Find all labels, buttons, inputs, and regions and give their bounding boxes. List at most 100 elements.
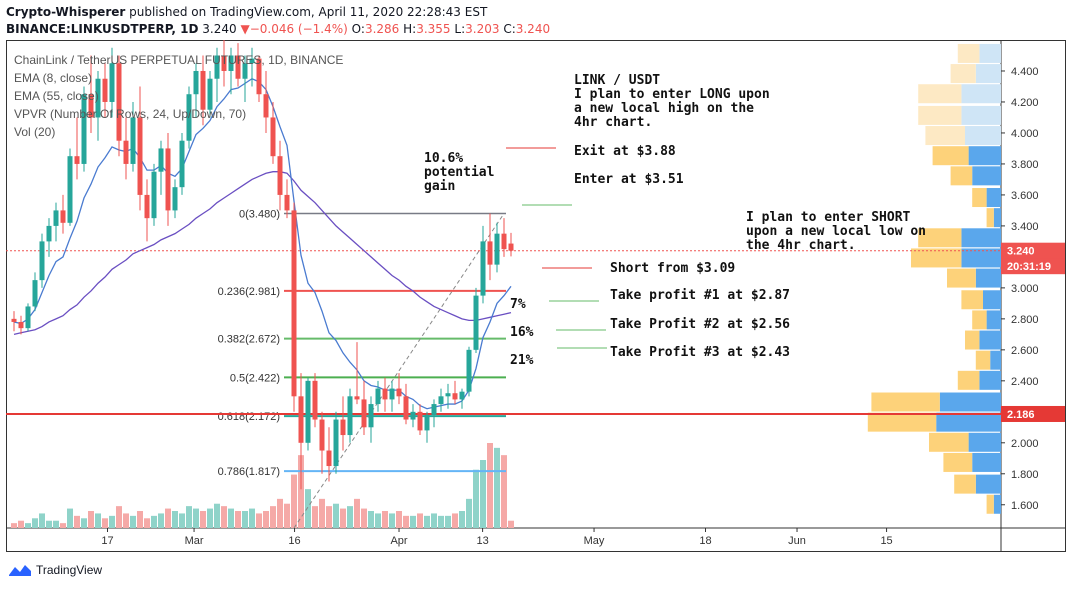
candle-body	[88, 94, 94, 118]
volume-bar	[459, 511, 465, 528]
candle-body	[137, 117, 143, 195]
price-tag	[1001, 242, 1065, 259]
enter-text: Enter at $3.51	[574, 172, 684, 187]
candle-body	[256, 58, 262, 95]
candle-body	[46, 225, 52, 242]
volume-bar	[291, 474, 297, 528]
candle-body	[165, 148, 171, 211]
candle-body	[291, 210, 297, 397]
volume-bar	[466, 498, 472, 528]
candle-body	[312, 380, 318, 420]
vpvr-down-bar	[975, 268, 1001, 288]
percent-label: 21%	[510, 353, 534, 368]
volume-bar	[95, 513, 101, 528]
volume-bar	[137, 511, 143, 528]
time-axis-label: 13	[476, 535, 488, 547]
volume-bar	[312, 506, 318, 528]
candle-body	[368, 404, 374, 428]
candle-body	[95, 78, 101, 118]
candle-body	[228, 55, 234, 71]
volume-bar	[130, 515, 136, 528]
candle-body	[221, 55, 227, 71]
volume-bar	[270, 506, 276, 528]
volume-bar	[284, 503, 290, 528]
volume-bar	[256, 513, 262, 528]
volume-bar	[326, 506, 332, 528]
vpvr-up-bar	[954, 474, 976, 494]
volume-bar	[508, 520, 514, 528]
candle-body	[25, 306, 31, 329]
price-tag-label: 20:31:19	[1007, 261, 1051, 273]
price-chart[interactable]: 0(3.480) 0.236(2.981) 0.382(2.672) 0.5(2.42…	[6, 40, 1066, 552]
volume-bar	[298, 455, 304, 528]
volume-bar	[487, 443, 493, 528]
candle-body	[375, 388, 381, 405]
candle-body	[109, 63, 115, 102]
fib-level-label: 0.786(1.817)	[218, 466, 280, 478]
volume-bar	[382, 511, 388, 528]
volume-bar	[53, 520, 59, 528]
fib-level-label: 0.618(2.172)	[218, 411, 280, 423]
volume-bar	[221, 506, 227, 528]
candle-body	[326, 450, 332, 467]
price-axis-label: 1.600	[1011, 500, 1039, 512]
close-value: 3.240	[515, 22, 551, 36]
volume-bar	[116, 506, 122, 528]
vpvr-down-bar	[990, 350, 1001, 370]
volume-bar	[109, 515, 115, 528]
legend-entry: Vol (20)	[14, 125, 55, 139]
volume-bar	[18, 520, 24, 528]
candle-body	[466, 349, 472, 392]
volume-bar	[319, 498, 325, 528]
candle-body	[354, 396, 360, 400]
volume-bar	[480, 460, 486, 528]
candle-body	[410, 411, 416, 420]
volume-bar	[200, 511, 206, 528]
symbol-name: BINANCE:LINKUSDTPERP, 1D	[6, 22, 199, 36]
candle-body	[60, 210, 66, 223]
plan-short-text: I plan to enter SHORT	[746, 210, 911, 225]
vpvr-down-bar	[979, 43, 1001, 63]
candle-body	[53, 210, 59, 226]
volume-bar	[144, 518, 150, 528]
candle-body	[508, 243, 514, 251]
price-axis-label: 4.200	[1011, 97, 1039, 109]
percent-label: 16%	[510, 325, 534, 340]
candle-body	[305, 380, 311, 443]
vpvr-up-bar	[867, 412, 937, 432]
plan-long-text: 4hr chart.	[574, 115, 652, 130]
vpvr-down-bar	[961, 84, 1001, 104]
vpvr-down-bar	[975, 64, 1001, 84]
volume-bar	[46, 520, 52, 528]
vpvr-up-bar	[950, 166, 973, 186]
price-axis-label: 3.600	[1011, 190, 1039, 202]
fib-level-label: 0(3.480)	[239, 209, 280, 221]
vpvr-down-bar	[968, 146, 1001, 166]
candle-body	[403, 396, 409, 420]
candle-body	[424, 414, 430, 431]
tradingview-footer: TradingView	[8, 563, 102, 577]
price-axis-label: 2.400	[1011, 376, 1039, 388]
fib-level-label: 0.236(2.981)	[218, 286, 280, 298]
price-axis-label: 1.800	[1011, 469, 1039, 481]
volume-bar	[172, 511, 178, 528]
volume-bar	[32, 518, 38, 528]
tradingview-logo-icon	[9, 565, 31, 576]
candle-body	[396, 388, 402, 397]
candle-body	[438, 396, 444, 405]
potential-gain-text: 10.6%	[424, 151, 463, 166]
candle-body	[123, 140, 129, 164]
candle-body	[116, 63, 122, 141]
vpvr-up-bar	[947, 268, 976, 288]
vpvr-up-bar	[975, 350, 991, 370]
price-tag-label: 2.186	[1007, 409, 1035, 421]
volume-bar	[452, 513, 458, 528]
vpvr-up-bar	[918, 105, 962, 125]
volume-bar	[354, 498, 360, 528]
volume-bar	[228, 508, 234, 528]
legend-entry: EMA (8, close)	[14, 71, 92, 85]
vpvr-down-bar	[975, 474, 1001, 494]
ema55-line	[13, 171, 512, 335]
volume-bar	[340, 508, 346, 528]
vpvr-down-bar	[986, 188, 1001, 208]
